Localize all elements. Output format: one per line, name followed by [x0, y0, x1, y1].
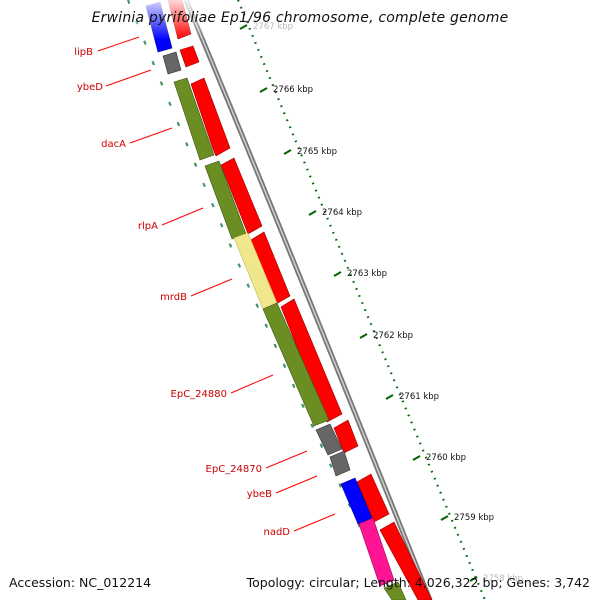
- cds-arrow-nadD-forward[interactable]: [379, 521, 433, 600]
- chromosome-backbone-highlight: [185, 0, 431, 600]
- gene-label-EpC_24870[interactable]: EpC_24870: [206, 464, 262, 475]
- reverse-strand-ring: [126, 0, 396, 600]
- cds-block-tail[interactable]: [383, 581, 407, 600]
- scale-tick-mark: [385, 394, 394, 400]
- gene-label-ybeB[interactable]: ybeB: [247, 489, 272, 500]
- cds-block-ybeD[interactable]: [162, 51, 182, 75]
- scale-tick-mark: [333, 271, 342, 277]
- scale-ticks: 2767 kbp 2766 kbp 2765 kbp 2764 kbp 2763 kbp…: [239, 22, 523, 584]
- scale-tick-label: 2764 kbp: [322, 208, 362, 218]
- gene-leader-line: [293, 513, 336, 532]
- gene-leader-line: [275, 475, 318, 494]
- cds-block-nadD[interactable]: [358, 517, 395, 587]
- cds-block-ybeB[interactable]: [340, 477, 373, 525]
- scale-tick-label: 2759 kbp: [454, 513, 494, 523]
- gene-label-EpC_24880[interactable]: EpC_24880: [171, 389, 227, 400]
- gene-label-nadD[interactable]: nadD: [263, 527, 290, 538]
- scale-tick-mark: [359, 333, 368, 339]
- scale-tick-label: 2760 kbp: [426, 453, 466, 463]
- accession-label: Accession: NC_012214: [9, 575, 152, 590]
- gene-leader-line: [265, 450, 308, 469]
- gene-label-lipB[interactable]: lipB: [74, 47, 93, 58]
- cds-block-dacA[interactable]: [173, 77, 215, 161]
- scale-tick-label: 2767 kbp: [253, 22, 293, 32]
- gene-label-dacA[interactable]: dacA: [101, 139, 126, 150]
- gene-leader-line: [230, 374, 274, 394]
- scale-tick-mark: [239, 24, 248, 30]
- gene-leader-line: [105, 69, 152, 87]
- scale-ruler: [236, 0, 487, 600]
- scale-tick-mark: [283, 149, 292, 155]
- scale-tick-mark: [440, 515, 449, 521]
- cds-arrow-ybeD-forward[interactable]: [179, 45, 200, 68]
- cds-arrow-rlpA-forward[interactable]: [220, 157, 263, 235]
- scale-tick-mark: [259, 87, 268, 93]
- scale-tick-label: 2763 kbp: [347, 269, 387, 279]
- scale-tick-label: 2761 kbp: [399, 392, 439, 402]
- gene-label-mrdB[interactable]: mrdB: [160, 292, 187, 303]
- scale-tick-mark: [469, 576, 478, 582]
- scale-tick-mark: [412, 455, 421, 461]
- scale-tick-mark: [308, 210, 317, 216]
- gene-leader-line: [97, 36, 140, 52]
- cds-arrow-dacA-forward[interactable]: [190, 77, 231, 157]
- scale-tick-label: 2766 kbp: [273, 85, 313, 95]
- forward-strand-cds: [167, 0, 433, 600]
- gene-label-ybeD[interactable]: ybeD: [77, 82, 103, 93]
- top-fade: [130, 0, 220, 40]
- page-title: Erwinia pyrifoliae Ep1/96 chromosome, co…: [91, 10, 509, 26]
- topology-label: Topology: circular; Length: 4,026,322 bp…: [246, 575, 590, 590]
- gene-leader-line: [190, 278, 233, 297]
- scale-tick-label: 2762 kbp: [373, 331, 413, 341]
- gene-labels: lipB ybeD dacA rlpA mrdB EpC_24880 EpC_24870yb…: [74, 36, 336, 538]
- cds-block-EpC24870-a[interactable]: [315, 423, 343, 456]
- cds-block-EpC24880[interactable]: [262, 302, 330, 427]
- gene-leader-line: [129, 127, 173, 144]
- cds-block-EpC24870-b[interactable]: [329, 450, 351, 477]
- gene-leader-line: [161, 207, 204, 226]
- cds-arrow-EpC24870-forward[interactable]: [333, 419, 359, 454]
- scale-tick-label: 2758 kbp: [483, 574, 523, 584]
- gene-label-rlpA[interactable]: rlpA: [138, 221, 158, 232]
- scale-tick-label: 2765 kbp: [297, 147, 337, 157]
